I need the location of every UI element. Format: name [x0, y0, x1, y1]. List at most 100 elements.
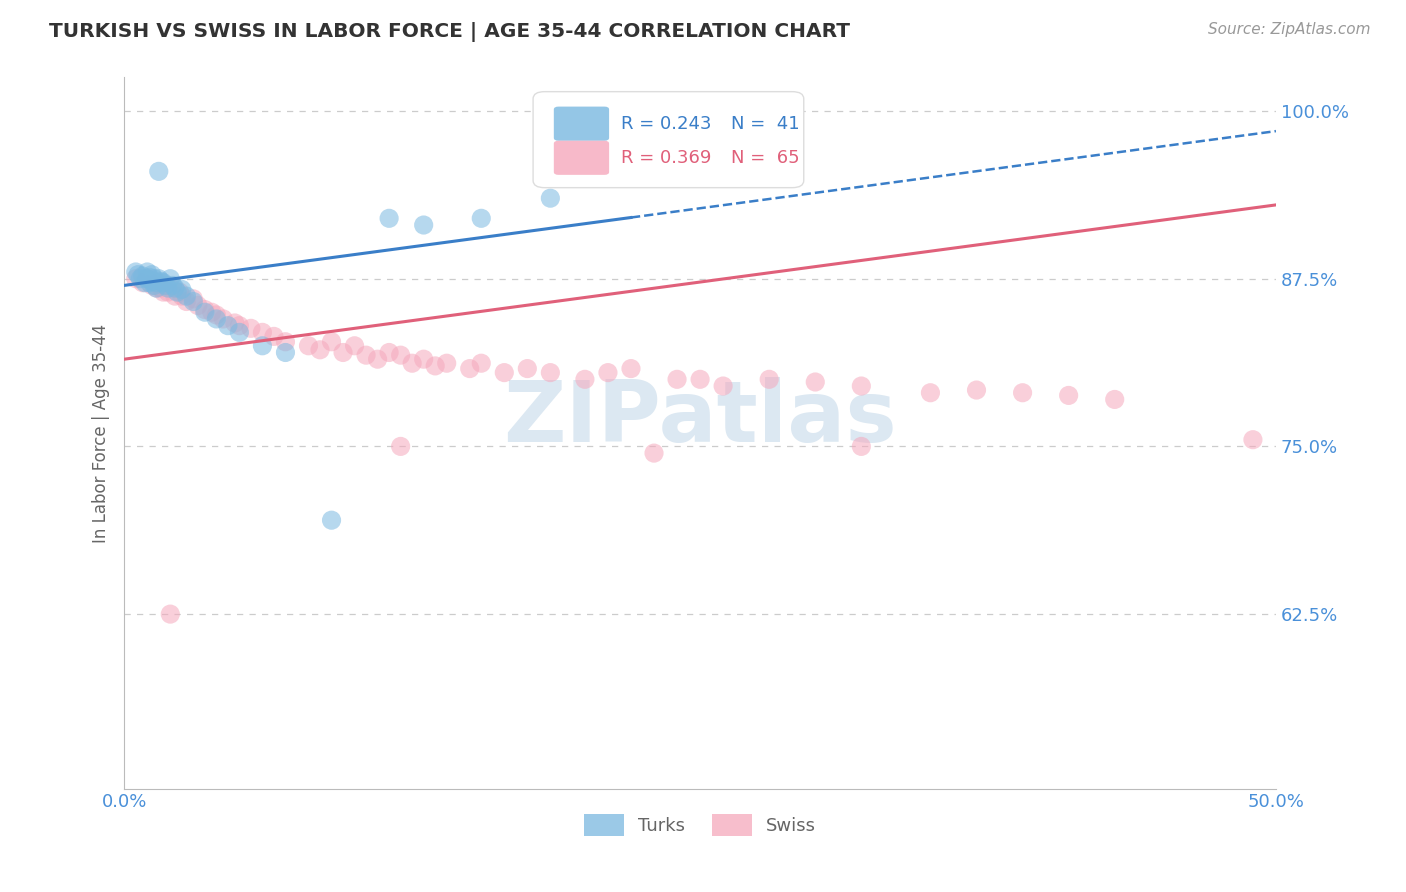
Point: [217, 318, 239, 333]
Point: [205, 308, 228, 322]
Point: [150, 281, 173, 295]
Point: [425, 359, 447, 373]
Point: [181, 292, 204, 306]
Point: [159, 271, 181, 285]
Point: [125, 271, 148, 285]
Point: [538, 366, 561, 380]
Point: [1241, 433, 1264, 447]
Point: [163, 289, 186, 303]
Point: [156, 281, 179, 295]
Point: [804, 375, 827, 389]
Text: TURKISH VS SWISS IN LABOR FORCE | AGE 35-44 CORRELATION CHART: TURKISH VS SWISS IN LABOR FORCE | AGE 35…: [49, 22, 851, 42]
Point: [516, 361, 538, 376]
Point: [141, 278, 163, 293]
Point: [148, 164, 170, 178]
Point: [401, 356, 423, 370]
Point: [689, 372, 711, 386]
Point: [156, 285, 179, 299]
Text: N =  65: N = 65: [731, 149, 800, 167]
Point: [239, 321, 262, 335]
Point: [643, 446, 665, 460]
Point: [134, 276, 156, 290]
Point: [212, 312, 235, 326]
Point: [136, 265, 159, 279]
Point: [470, 356, 492, 370]
Point: [309, 343, 332, 357]
Point: [412, 352, 434, 367]
Point: [145, 276, 167, 290]
Point: [378, 345, 401, 359]
Point: [252, 326, 274, 340]
FancyBboxPatch shape: [554, 141, 609, 175]
Point: [585, 158, 607, 172]
Point: [851, 439, 873, 453]
Point: [574, 372, 596, 386]
Point: [436, 356, 458, 370]
Point: [378, 211, 401, 226]
Point: [143, 271, 166, 285]
Point: [1011, 385, 1033, 400]
Point: [125, 265, 148, 279]
FancyBboxPatch shape: [533, 92, 804, 187]
Point: [666, 372, 689, 386]
Point: [145, 281, 167, 295]
Point: [159, 607, 181, 621]
Point: [321, 334, 343, 349]
Point: [176, 289, 198, 303]
Point: [389, 348, 412, 362]
Point: [1057, 388, 1080, 402]
Point: [966, 383, 988, 397]
Point: [343, 339, 366, 353]
FancyBboxPatch shape: [554, 107, 609, 141]
Point: [141, 268, 163, 282]
Point: [143, 278, 166, 293]
Point: [148, 271, 170, 285]
Point: [228, 318, 250, 333]
Point: [194, 302, 217, 317]
Point: [150, 274, 173, 288]
Point: [152, 276, 174, 290]
Point: [274, 345, 297, 359]
Point: [127, 268, 149, 282]
Text: N =  41: N = 41: [731, 115, 800, 133]
Point: [176, 294, 198, 309]
Point: [152, 285, 174, 299]
Point: [851, 379, 873, 393]
Point: [129, 271, 152, 285]
Point: [620, 361, 643, 376]
Point: [458, 361, 481, 376]
Point: [136, 271, 159, 285]
Point: [166, 285, 188, 299]
Point: [412, 218, 434, 232]
Point: [181, 294, 204, 309]
Point: [163, 281, 186, 295]
Text: Source: ZipAtlas.com: Source: ZipAtlas.com: [1208, 22, 1371, 37]
Point: [920, 385, 942, 400]
Point: [138, 276, 160, 290]
Point: [263, 329, 285, 343]
Point: [389, 439, 412, 453]
Legend: Turks, Swiss: Turks, Swiss: [576, 807, 824, 844]
Text: R = 0.369: R = 0.369: [620, 149, 711, 167]
Point: [138, 270, 160, 285]
Point: [155, 278, 177, 293]
Point: [1104, 392, 1126, 407]
Point: [297, 339, 319, 353]
Point: [136, 271, 159, 285]
Point: [224, 316, 246, 330]
Point: [711, 379, 734, 393]
Point: [758, 372, 780, 386]
Point: [159, 281, 181, 295]
Point: [609, 151, 631, 165]
Point: [201, 305, 224, 319]
Point: [143, 274, 166, 288]
Point: [274, 334, 297, 349]
Point: [194, 305, 217, 319]
Point: [252, 339, 274, 353]
Point: [145, 281, 167, 295]
Point: [148, 276, 170, 290]
Point: [131, 276, 153, 290]
Point: [538, 191, 561, 205]
Point: [228, 326, 250, 340]
Text: R = 0.243: R = 0.243: [620, 115, 711, 133]
